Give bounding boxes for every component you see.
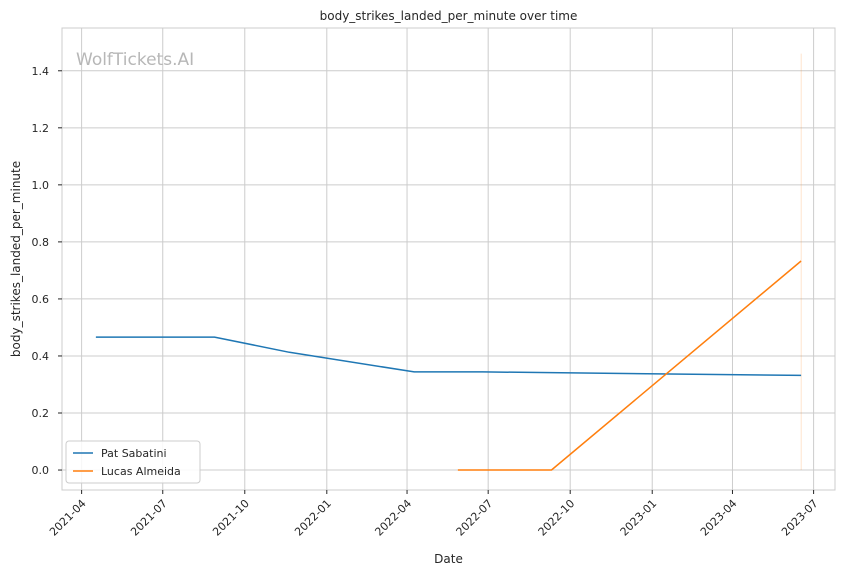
x-axis-ticks: 2021-04 2021-07 2021-10 2022-01 2022-04 2022-…: [47, 490, 821, 539]
x-tick-label: 2022-07: [454, 497, 496, 539]
y-tick-label: 0.8: [32, 236, 50, 249]
series-line-lucas-almeida: [457, 260, 802, 471]
series-lines: [95, 260, 802, 471]
x-tick-label: 2023-04: [698, 497, 740, 539]
x-tick-label: 2021-10: [210, 497, 252, 539]
x-tick-label: 2021-07: [128, 497, 170, 539]
x-axis-label: Date: [434, 552, 463, 566]
series-line-pat-sabatini: [95, 336, 802, 377]
y-axis-label: body_strikes_landed_per_minute: [9, 161, 23, 357]
x-tick-label: 2022-10: [536, 497, 578, 539]
y-tick-label: 0.4: [32, 350, 50, 363]
y-tick-label: 0.2: [32, 407, 50, 420]
y-tick-label: 1.4: [32, 65, 50, 78]
x-tick-label: 2022-01: [292, 497, 334, 539]
legend: Pat Sabatini Lucas Almeida: [65, 440, 201, 484]
legend-label: Pat Sabatini: [101, 447, 167, 460]
legend-label: Lucas Almeida: [101, 465, 181, 478]
y-tick-label: 0.0: [32, 464, 50, 477]
y-tick-label: 1.2: [32, 122, 50, 135]
x-tick-label: 2022-04: [372, 497, 414, 539]
plot-area-frame: [61, 27, 836, 491]
legend-box: [65, 440, 201, 484]
y-axis-ticks: 0.0 0.2 0.4 0.6 0.8 1.0 1.2 1.4: [32, 65, 62, 477]
chart-title: body_strikes_landed_per_minute over time: [320, 9, 578, 23]
x-tick-label: 2021-04: [47, 497, 89, 539]
x-tick-label: 2023-07: [779, 497, 821, 539]
watermark: WolfTickets.AI: [76, 50, 194, 70]
y-tick-label: 1.0: [32, 179, 50, 192]
grid-lines: [62, 28, 835, 490]
x-tick-label: 2023-01: [618, 497, 660, 539]
y-tick-label: 0.6: [32, 293, 50, 306]
